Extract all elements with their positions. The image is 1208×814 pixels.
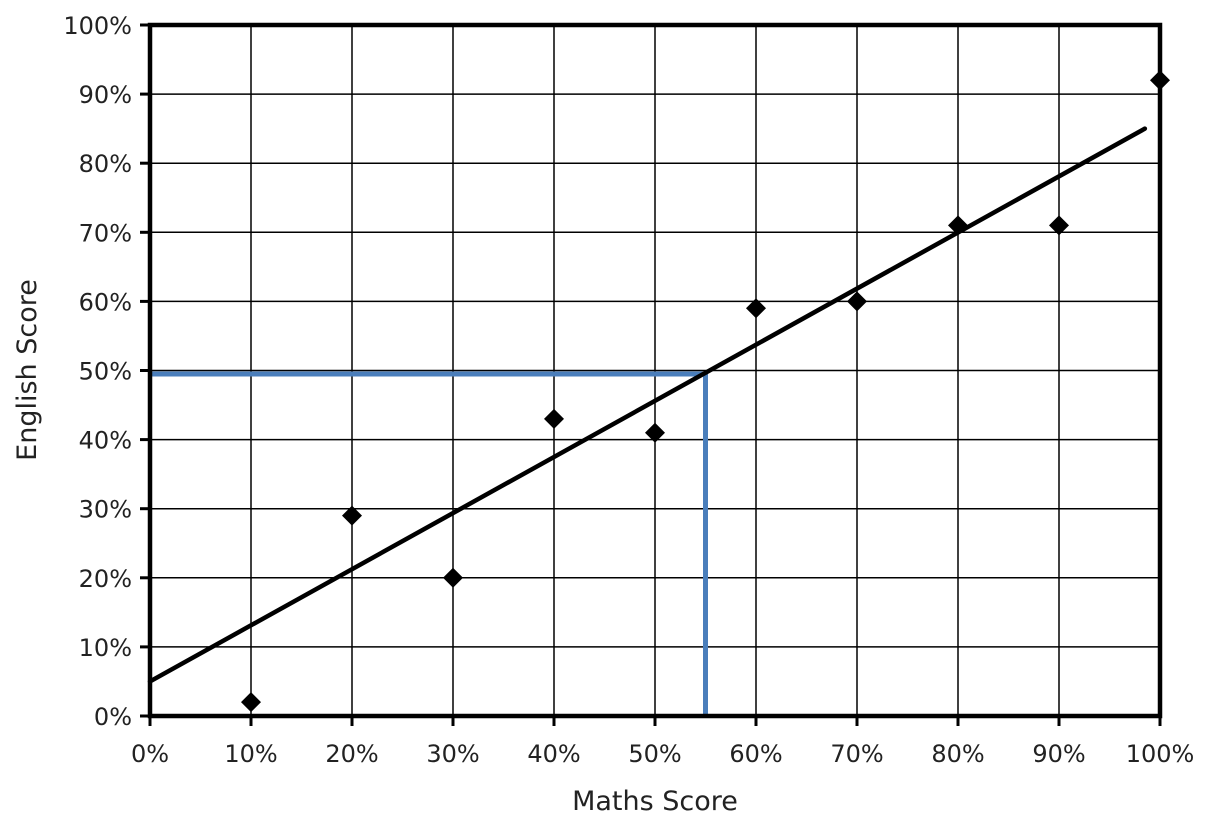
- data-point: [746, 298, 766, 319]
- x-axis-title: Maths Score: [572, 786, 738, 814]
- y-tick-label: 70%: [79, 219, 132, 247]
- y-axis-title: English Score: [12, 279, 43, 461]
- x-tick-label: 90%: [1032, 740, 1085, 768]
- x-tick-label: 40%: [527, 740, 580, 768]
- y-tick-label: 10%: [79, 634, 132, 662]
- data-point: [948, 215, 968, 236]
- data-points: [241, 70, 1170, 713]
- y-tick-label: 20%: [79, 565, 132, 593]
- data-point: [342, 505, 362, 526]
- x-tick-label: 30%: [426, 740, 479, 768]
- x-tick-label: 100%: [1126, 740, 1195, 768]
- y-tick-label: 60%: [79, 288, 132, 316]
- data-point: [1150, 70, 1170, 91]
- data-point: [241, 692, 261, 713]
- plot-border: [147, 22, 1163, 719]
- y-tick-label: 0%: [94, 703, 132, 731]
- data-point: [847, 291, 867, 312]
- data-point: [443, 567, 463, 588]
- y-tick-label: 100%: [63, 12, 132, 40]
- x-tick-label: 80%: [931, 740, 984, 768]
- y-tick-label: 90%: [79, 81, 132, 109]
- trend-line: [147, 126, 1148, 684]
- x-tick-label: 70%: [830, 740, 883, 768]
- x-tick-label: 60%: [729, 740, 782, 768]
- x-tick-label: 50%: [628, 740, 681, 768]
- y-tick-labels: 0% 10% 20% 30% 40% 50% 60% 70% 80% 90% 100%: [63, 12, 132, 731]
- x-tick-label: 10%: [224, 740, 277, 768]
- y-tick-label: 40%: [79, 427, 132, 455]
- data-point: [645, 422, 665, 443]
- data-point: [544, 408, 564, 429]
- y-tick-label: 30%: [79, 496, 132, 524]
- trend-line-group: [147, 126, 1148, 684]
- x-tick-label: 20%: [325, 740, 378, 768]
- x-tick-labels: 0% 10% 20% 30% 40% 50% 60% 70% 80% 90% 100%: [131, 740, 1194, 768]
- data-point: [1049, 215, 1069, 236]
- plot-frame: [147, 22, 1163, 719]
- y-tick-label: 80%: [79, 150, 132, 178]
- y-tick-label: 50%: [79, 358, 132, 386]
- reading-guide-line: [150, 371, 708, 716]
- x-tick-label: 0%: [131, 740, 169, 768]
- reading-guide: [150, 371, 708, 716]
